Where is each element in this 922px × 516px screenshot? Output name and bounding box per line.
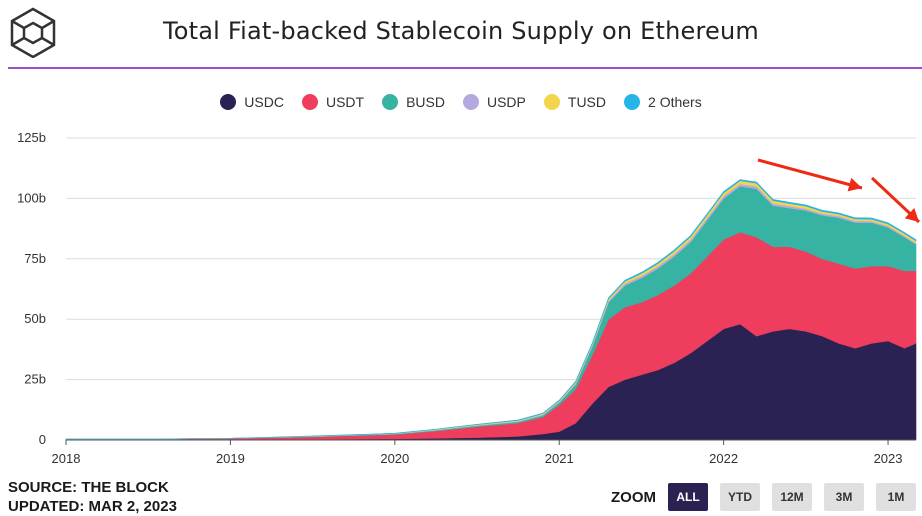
x-tick-label: 2021	[545, 451, 574, 466]
source-text: SOURCE: THE BLOCK	[8, 479, 169, 496]
source-footer: SOURCE: THE BLOCK UPDATED: MAR 2, 2023	[8, 478, 177, 516]
chart-legend: USDC USDT BUSD USDP TUSD 2 Others	[0, 94, 922, 110]
x-tick-label: 2023	[874, 451, 903, 466]
y-tick-label: 25b	[24, 372, 46, 387]
area-series-2-others[interactable]	[66, 179, 917, 440]
legend-swatch	[382, 94, 399, 110]
zoom-button-3m[interactable]: 3M	[824, 483, 864, 511]
legend-item-usdt[interactable]: USDT	[301, 94, 365, 110]
legend-item-usdc[interactable]: USDC	[220, 94, 284, 110]
legend-swatch	[220, 94, 237, 110]
legend-item-2-others[interactable]: 2 Others	[624, 94, 702, 110]
y-tick-label: 50b	[24, 311, 46, 326]
zoom-button-1m[interactable]: 1M	[876, 483, 916, 511]
legend-item-usdp[interactable]: USDP	[462, 94, 526, 110]
y-tick-label: 0	[39, 432, 46, 447]
legend-label: TUSD	[567, 94, 607, 110]
y-tick-label: 75b	[24, 251, 46, 266]
x-tick-label: 2022	[709, 451, 738, 466]
zoom-button-12m[interactable]: 12M	[772, 483, 812, 511]
annotation-arrow-1-shaft	[757, 158, 863, 190]
x-tick-label: 2018	[52, 451, 81, 466]
legend-label: 2 Others	[648, 94, 702, 110]
the-block-logo	[10, 7, 56, 58]
legend-label: BUSD	[406, 94, 445, 110]
zoom-controls: ZOOM ALL YTD 12M 3M 1M	[611, 483, 916, 511]
legend-item-tusd[interactable]: TUSD	[543, 94, 607, 110]
updated-text: UPDATED: MAR 2, 2023	[8, 498, 177, 515]
zoom-button-all[interactable]: ALL	[668, 483, 708, 511]
legend-swatch	[462, 94, 479, 110]
annotation-arrow-2-head	[904, 208, 919, 222]
title-divider	[8, 67, 922, 69]
legend-label: USDP	[486, 94, 526, 110]
annotation-arrow-1-head	[847, 177, 862, 192]
legend-item-busd[interactable]: BUSD	[382, 94, 445, 110]
y-tick-label: 125b	[17, 130, 46, 145]
stacked-area-plot: 0 25b 50b 75b 100b 125b 2018 2019 2020 2021 2022 20…	[17, 130, 921, 466]
x-tick-label: 2020	[380, 451, 409, 466]
x-tick-label: 2019	[216, 451, 245, 466]
legend-label: USDC	[244, 94, 284, 110]
zoom-label: ZOOM	[611, 488, 656, 506]
y-tick-label: 100b	[17, 190, 46, 205]
chart-title: Total Fiat-backed Stablecoin Supply on E…	[163, 17, 759, 45]
legend-swatch	[543, 94, 560, 110]
zoom-button-ytd[interactable]: YTD	[720, 483, 760, 511]
legend-label: USDT	[325, 94, 365, 110]
legend-swatch	[301, 94, 318, 110]
legend-swatch	[624, 94, 641, 110]
